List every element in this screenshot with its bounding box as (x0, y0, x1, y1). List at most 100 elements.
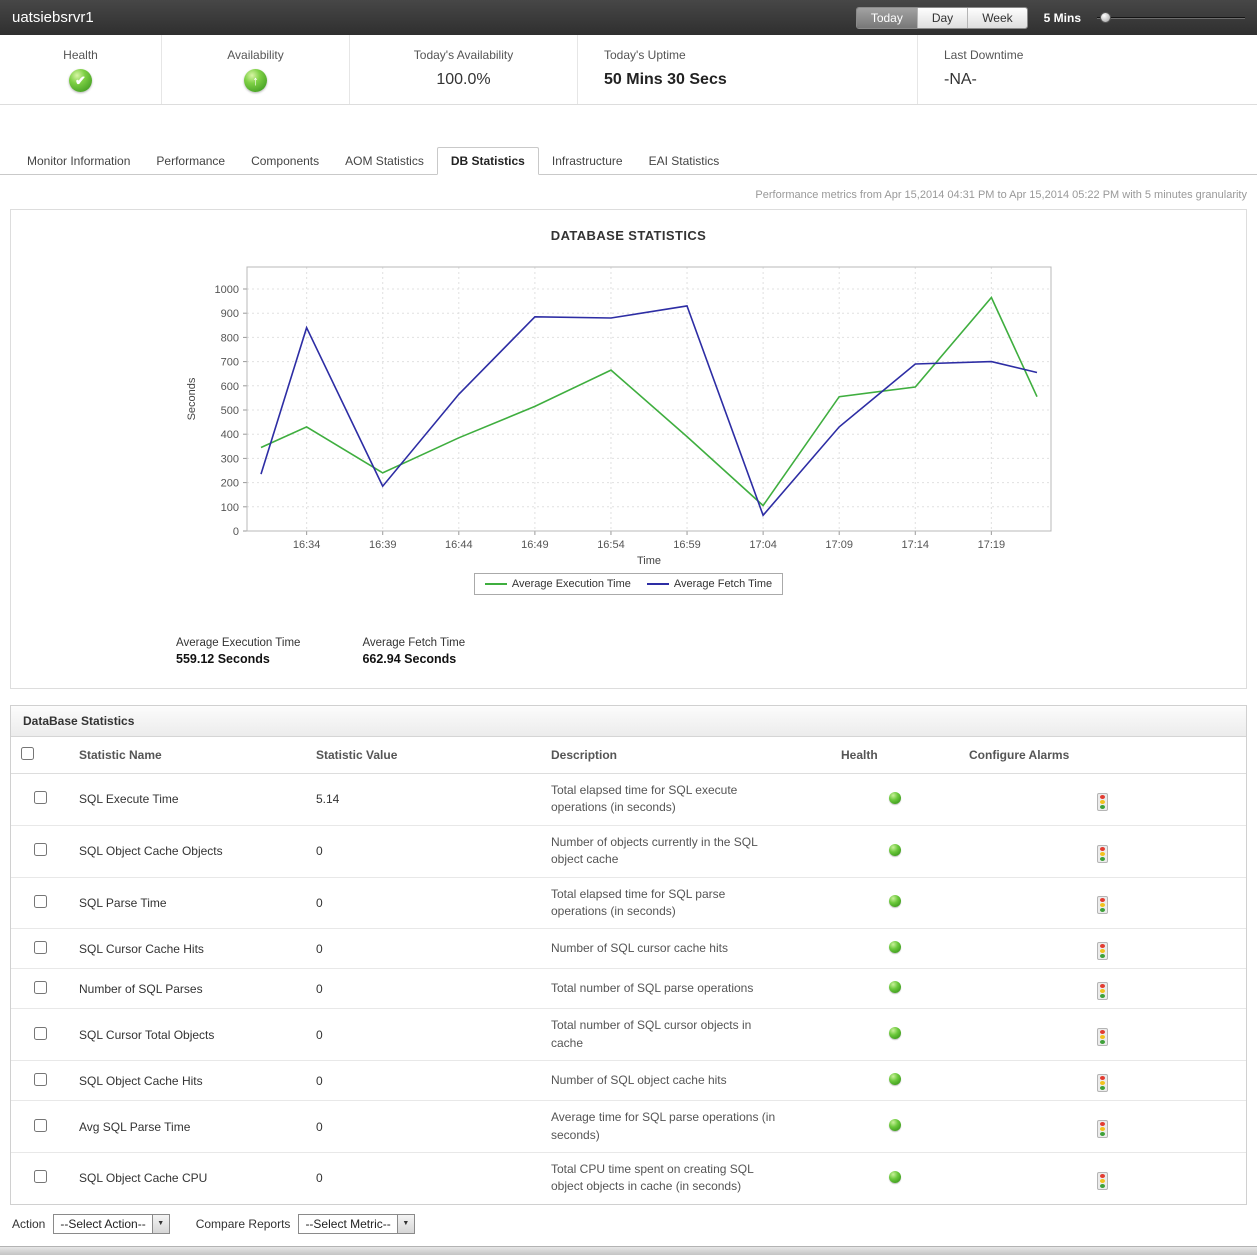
slider-knob-icon[interactable] (1100, 11, 1111, 23)
top-bar: uatsiebsrvr1 Today Day Week 5 Mins (0, 0, 1257, 35)
statistic-name: SQL Cursor Total Objects (69, 1008, 306, 1062)
granularity-slider[interactable] (1097, 11, 1245, 24)
statistic-value: 0 (306, 877, 541, 930)
statistic-description: Total elapsed time for SQL execute opera… (541, 773, 831, 826)
tab-eai-statistics[interactable]: EAI Statistics (648, 154, 720, 168)
svg-text:700: 700 (220, 357, 238, 369)
statistic-name: SQL Parse Time (69, 877, 306, 930)
svg-text:16:34: 16:34 (292, 539, 320, 551)
svg-text:1000: 1000 (214, 284, 238, 296)
period-button-week[interactable]: Week (967, 7, 1027, 28)
chart-panel: DATABASE STATISTICS 0 100 200 300 400 500 600 7… (10, 209, 1247, 689)
tab-components[interactable]: Components (251, 154, 320, 168)
health-ok-icon (889, 1170, 901, 1183)
bottom-bar (0, 1245, 1257, 1255)
svg-text:17:19: 17:19 (977, 539, 1005, 551)
tab-performance[interactable]: Performance (156, 154, 226, 168)
compare-reports-label: Compare Reports (195, 1216, 291, 1231)
availability-up-icon: ↑ (244, 69, 267, 92)
svg-text:0: 0 (232, 526, 238, 538)
row-checkbox[interactable] (33, 791, 47, 805)
configure-alarm-icon[interactable] (1097, 844, 1108, 863)
svg-text:17:04: 17:04 (749, 539, 777, 551)
svg-text:Seconds: Seconds (186, 377, 198, 420)
row-checkbox[interactable] (33, 894, 47, 908)
statistic-value: 0 (306, 1008, 541, 1062)
statistic-name: SQL Execute Time (69, 773, 306, 826)
select-all-checkbox[interactable] (21, 747, 34, 760)
health-ok-icon (889, 895, 901, 908)
table-row: SQL Object Cache Hits 0 Number of SQL obje… (11, 1060, 1246, 1102)
svg-text:200: 200 (220, 478, 238, 490)
action-select[interactable]: --Select Action-- ▼ (53, 1213, 170, 1234)
configure-alarm-icon[interactable] (1097, 792, 1108, 811)
row-checkbox[interactable] (33, 1118, 47, 1132)
period-button-day[interactable]: Day (916, 7, 968, 28)
legend-item-execution: Average Execution Time (484, 578, 631, 590)
svg-text:16:44: 16:44 (445, 539, 473, 551)
chart-legend: Average Execution Time Average Fetch Tim… (473, 573, 784, 595)
configure-alarm-icon[interactable] (1097, 1171, 1108, 1190)
action-bar: Action --Select Action-- ▼ Compare Repor… (0, 1205, 1257, 1242)
todays-availability-label: Today's Availability (413, 48, 514, 62)
row-checkbox[interactable] (33, 1026, 47, 1040)
health-ok-icon (889, 941, 901, 954)
statistic-value: 0 (306, 825, 541, 878)
compare-metric-select[interactable]: --Select Metric-- ▼ (298, 1213, 415, 1234)
statistic-name: SQL Object Cache CPU (79, 1171, 208, 1186)
tab-bar: Monitor Information Performance Componen… (0, 147, 1257, 175)
dropdown-arrow-icon: ▼ (151, 1214, 169, 1233)
row-checkbox[interactable] (33, 940, 47, 954)
svg-text:100: 100 (220, 502, 238, 514)
statistic-description: Average time for SQL parse operations (i… (541, 1100, 831, 1153)
table-row: SQL Cursor Cache Hits 0 Number of SQL curs… (11, 928, 1246, 970)
table-row: SQL Object Cache Objects 0 Number of objec… (11, 825, 1246, 878)
last-downtime-label: Last Downtime (944, 48, 1024, 62)
svg-text:400: 400 (220, 429, 238, 441)
health-ok-icon (889, 1027, 901, 1040)
configure-alarm-icon[interactable] (1097, 942, 1108, 961)
configure-alarm-icon[interactable] (1097, 1120, 1108, 1139)
row-checkbox[interactable] (33, 1072, 47, 1086)
configure-alarm-icon[interactable] (1097, 1028, 1108, 1047)
configure-alarm-icon[interactable] (1097, 1074, 1108, 1093)
row-checkbox[interactable] (33, 980, 47, 994)
row-checkbox[interactable] (33, 843, 47, 857)
statistic-name: Avg SQL Parse Time (69, 1100, 306, 1153)
configure-alarm-icon[interactable] (1097, 982, 1108, 1001)
statistic-description: Number of SQL object cache hits (541, 1060, 831, 1102)
table-row: SQL Cursor Total Objects 0 Total number of… (11, 1008, 1246, 1062)
last-downtime-cell: Last Downtime -NA- (918, 35, 1257, 104)
statistic-name: SQL Object Cache Hits (69, 1060, 306, 1102)
period-button-today[interactable]: Today (856, 7, 917, 28)
last-downtime-value: -NA- (944, 71, 977, 88)
statistic-description: Total number of SQL parse operations (541, 968, 831, 1010)
tab-aom-statistics[interactable]: AOM Statistics (345, 154, 424, 168)
configure-alarm-icon[interactable] (1097, 896, 1108, 915)
metrics-period-note: Performance metrics from Apr 15,2014 04:… (755, 189, 1247, 201)
tab-monitor-information[interactable]: Monitor Information (27, 154, 131, 168)
svg-text:16:59: 16:59 (673, 539, 701, 551)
svg-text:600: 600 (220, 381, 238, 393)
legend-label-execution: Average Execution Time (511, 578, 631, 590)
health-ok-icon (889, 1073, 901, 1086)
status-strip: Health ✔ Availability ↑ Today's Availabi… (0, 35, 1257, 105)
chart-summary: Average Execution Time 559.12 Seconds Av… (176, 637, 1246, 666)
tab-db-statistics[interactable]: DB Statistics (436, 147, 539, 175)
availability-label: Availability (227, 48, 284, 62)
table-row: Number of SQL Parses 0 Total number of SQL… (11, 968, 1246, 1010)
row-checkbox[interactable] (33, 1170, 47, 1184)
svg-text:17:14: 17:14 (901, 539, 929, 551)
svg-text:16:49: 16:49 (521, 539, 549, 551)
avg-execution-summary: Average Execution Time 559.12 Seconds (176, 637, 300, 666)
health-cell: Health ✔ (0, 35, 162, 104)
health-ok-icon (889, 843, 901, 856)
table-row: SQL Object Cache CPU 0 Total CPU time spen… (11, 1152, 1246, 1203)
fetch-line-swatch-icon (646, 583, 669, 585)
availability-cell: Availability ↑ (162, 35, 350, 104)
health-ok-icon (889, 981, 901, 994)
statistic-value: 0 (306, 1060, 541, 1102)
chart-title: DATABASE STATISTICS (550, 228, 707, 243)
statistic-name: SQL Object Cache Objects (69, 825, 306, 878)
tab-infrastructure[interactable]: Infrastructure (551, 154, 623, 168)
